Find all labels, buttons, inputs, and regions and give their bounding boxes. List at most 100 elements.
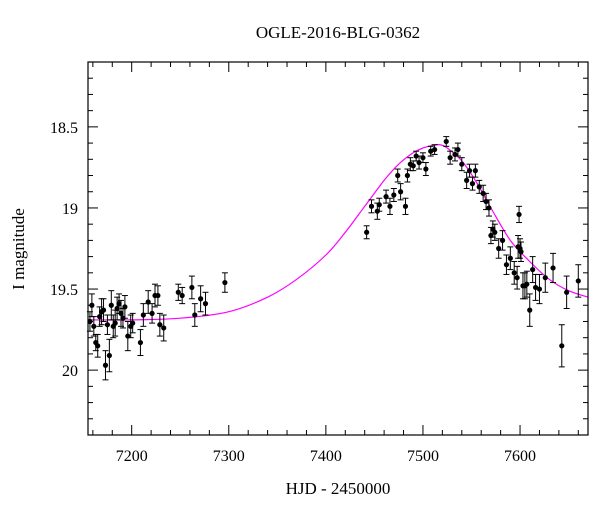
- data-point: [491, 223, 498, 241]
- data-marker: [114, 305, 120, 312]
- data-marker: [95, 343, 101, 349]
- data-marker: [575, 278, 581, 284]
- data-marker: [155, 292, 161, 299]
- data-point: [104, 314, 111, 335]
- y-tick-label: 20: [62, 363, 78, 380]
- data-point: [137, 329, 144, 357]
- data-marker: [364, 229, 370, 235]
- data-marker: [106, 352, 112, 359]
- data-point: [386, 197, 393, 215]
- data-marker: [376, 202, 382, 208]
- data-point: [431, 144, 438, 155]
- data-marker: [149, 310, 155, 316]
- data-point: [463, 171, 470, 189]
- data-marker: [97, 314, 103, 320]
- data-point: [526, 293, 533, 327]
- data-point: [94, 333, 101, 358]
- data-marker: [516, 211, 522, 218]
- data-marker: [559, 343, 565, 349]
- data-marker: [503, 262, 510, 268]
- data-point: [518, 241, 525, 262]
- data-marker: [140, 312, 146, 318]
- data-point: [188, 275, 195, 300]
- data-point: [516, 205, 523, 224]
- data-point: [390, 187, 397, 202]
- data-point: [458, 157, 465, 172]
- data-point: [106, 338, 113, 373]
- data-point: [402, 197, 409, 215]
- data-marker: [532, 284, 539, 291]
- data-marker: [492, 229, 498, 235]
- data-marker: [402, 203, 409, 209]
- data-marker: [179, 292, 185, 299]
- data-point: [529, 256, 536, 284]
- data-point: [156, 312, 163, 337]
- data-point: [469, 176, 476, 191]
- data-marker: [410, 163, 416, 169]
- data-point: [542, 262, 549, 293]
- data-marker: [130, 320, 136, 326]
- data-marker: [137, 339, 144, 346]
- data-marker: [564, 289, 570, 295]
- data-marker: [112, 320, 118, 326]
- model-curve: [87, 143, 589, 321]
- data-point: [447, 150, 454, 165]
- y-axis-label: I magnitude: [9, 208, 28, 290]
- data-marker: [416, 159, 422, 166]
- plot-frame: [87, 61, 589, 436]
- x-tick-label: 7600: [504, 448, 536, 465]
- data-point: [454, 142, 461, 157]
- data-marker: [507, 255, 513, 261]
- axis-ticks: [88, 61, 588, 436]
- data-marker: [464, 177, 470, 183]
- data-marker: [514, 275, 520, 281]
- data-point: [404, 168, 411, 183]
- data-marker: [420, 155, 426, 161]
- data-point: [149, 303, 156, 324]
- data-marker: [469, 181, 476, 187]
- data-point: [514, 265, 521, 290]
- data-point: [511, 260, 518, 285]
- data-point: [376, 197, 383, 212]
- data-point: [129, 312, 136, 334]
- data-marker: [89, 302, 95, 308]
- data-marker: [499, 237, 506, 243]
- data-marker: [524, 281, 530, 287]
- data-point: [427, 145, 434, 157]
- data-point: [383, 189, 390, 204]
- data-marker: [542, 275, 548, 281]
- data-marker: [192, 312, 198, 318]
- data-point: [140, 303, 147, 327]
- data-point: [397, 183, 404, 201]
- data-point: [118, 299, 125, 327]
- data-point: [221, 272, 228, 293]
- data-point: [202, 291, 209, 316]
- y-tick-label: 18.5: [50, 120, 78, 137]
- data-marker: [108, 302, 114, 308]
- data-point: [507, 246, 514, 271]
- data-marker: [175, 289, 181, 295]
- data-marker: [404, 172, 411, 179]
- data-point: [100, 298, 107, 322]
- data-marker: [189, 284, 195, 291]
- data-marker: [472, 168, 478, 174]
- data-point: [154, 285, 161, 306]
- data-marker: [104, 322, 111, 328]
- data-marker: [428, 148, 434, 154]
- x-axis-label: HJD - 2450000: [286, 479, 391, 498]
- data-marker: [530, 266, 536, 273]
- data-point: [121, 295, 128, 319]
- data-marker: [161, 325, 167, 331]
- data-marker: [550, 265, 556, 271]
- data-marker: [87, 318, 93, 325]
- data-marker: [157, 322, 163, 328]
- data-point: [472, 163, 479, 178]
- data-point: [191, 303, 198, 327]
- data-marker: [455, 146, 461, 153]
- data-point: [102, 350, 109, 381]
- data-point: [443, 136, 450, 147]
- x-tick-label: 7200: [116, 448, 148, 465]
- data-point: [558, 324, 565, 368]
- data-marker: [443, 138, 449, 145]
